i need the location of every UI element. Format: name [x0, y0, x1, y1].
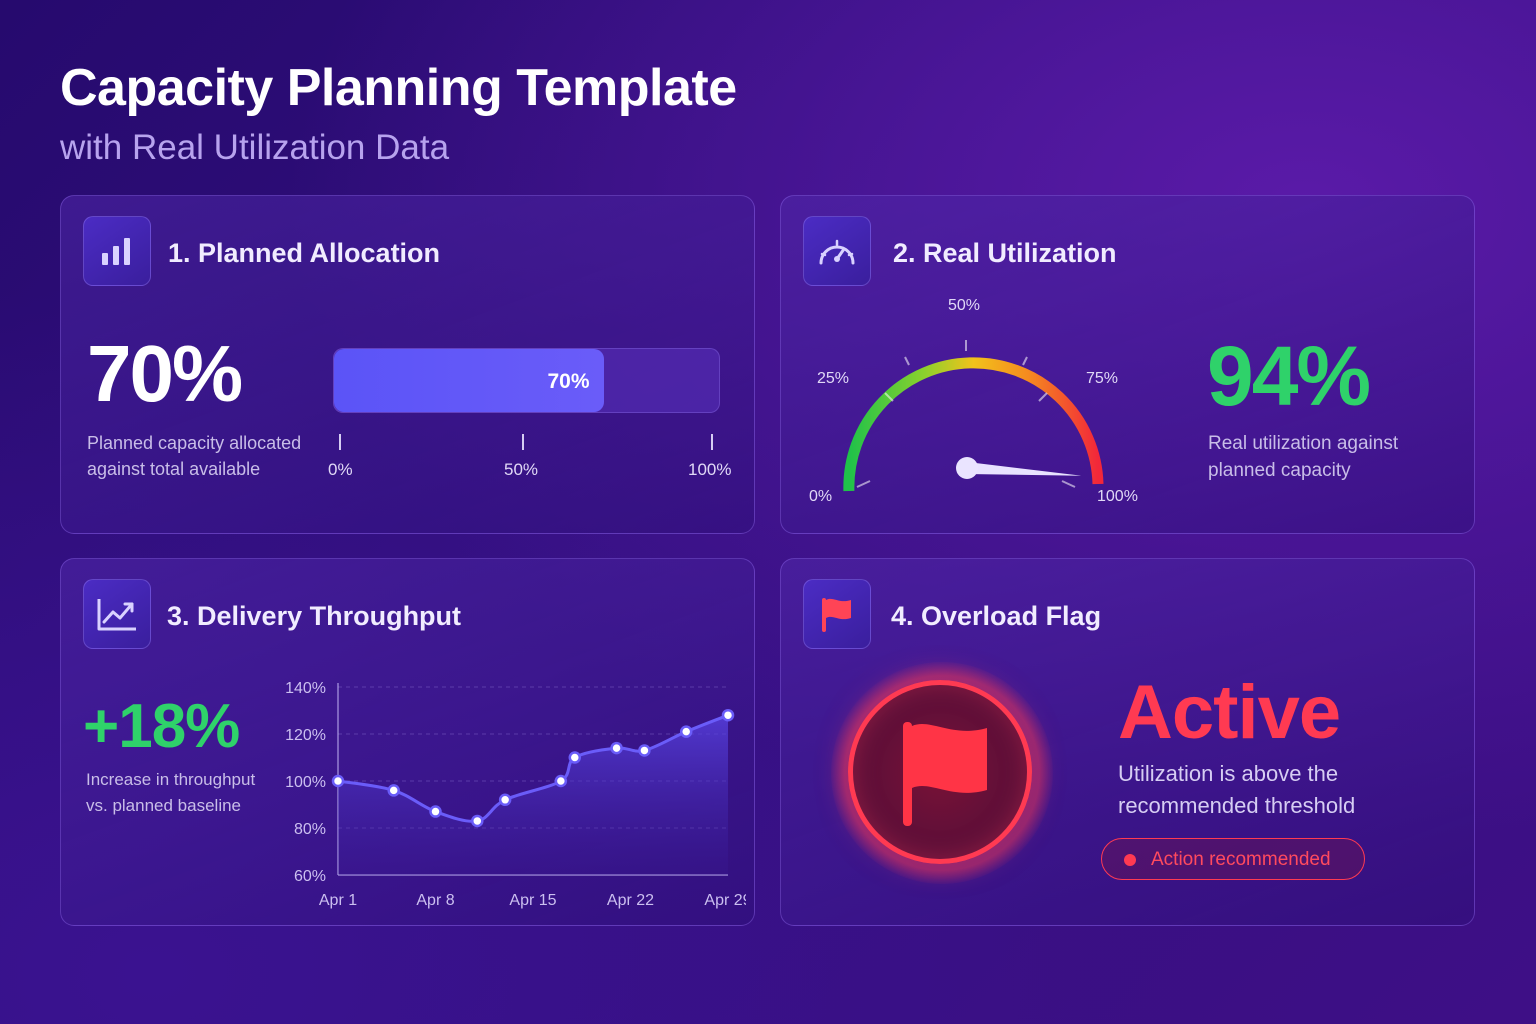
allocation-bar-label: 70% [547, 370, 590, 393]
delivery-throughput-card: 3. Delivery Throughput +18% Increase in … [60, 558, 755, 926]
throughput-value: +18% [83, 692, 240, 761]
series-area [338, 715, 728, 875]
y-tick-label: 80% [294, 821, 326, 838]
gauge-label-50: 50% [948, 297, 981, 314]
scale-label-0: 0% [328, 460, 353, 479]
bar-chart-icon [83, 216, 151, 286]
y-tick-label: 60% [294, 868, 326, 885]
data-point [498, 793, 512, 807]
scale-tick [339, 434, 341, 450]
planned-description-line2: against total available [87, 459, 261, 479]
scale-label-100: 100% [688, 460, 732, 479]
data-point [471, 814, 484, 828]
x-tick-label: Apr 29 [704, 892, 746, 909]
card-title: 4. Overload Flag [891, 601, 1102, 631]
throughput-description-line1: Increase in throughput [86, 770, 256, 789]
gauge-label-100: 100% [1097, 488, 1138, 505]
x-tick-label: Apr 22 [607, 892, 654, 909]
utilization-gauge [843, 340, 1104, 492]
x-tick-label: Apr 1 [319, 892, 357, 909]
overload-flag-card: 4. Overload Flag Active Utilization is a… [780, 558, 1475, 926]
page-title: Capacity Planning Template [60, 59, 737, 117]
allocation-bar-fill: 70% [334, 349, 604, 412]
data-point [610, 741, 623, 755]
data-point [679, 725, 693, 738]
flag-icon [803, 579, 871, 649]
x-tick-label: Apr 15 [509, 892, 556, 909]
utilization-description-line2: planned capacity [1208, 460, 1351, 481]
y-tick-label: 120% [285, 727, 326, 744]
data-point [638, 744, 651, 757]
gauge-label-75: 75% [1086, 370, 1119, 387]
card-title: 2. Real Utilization [893, 238, 1117, 268]
utilization-value: 94% [1207, 329, 1371, 423]
status-dot-icon [1124, 854, 1136, 866]
large-flag-icon [903, 722, 987, 826]
data-point [721, 708, 735, 722]
trend-up-icon [83, 579, 151, 649]
scale-tick [711, 434, 713, 450]
throughput-chart: 140% 120% 100% 80% 60% Apr 1 Apr 8 Apr 15 Apr 22… [285, 680, 746, 909]
allocation-bar-track: 70% [333, 348, 720, 413]
scale-label-50: 50% [504, 460, 539, 479]
planned-value: 70% [87, 329, 243, 418]
real-utilization-card: 2. Real Utilization 0% 25% 50% 75% 100% [780, 195, 1475, 534]
scale-tick [522, 434, 524, 450]
data-point [429, 805, 442, 818]
gauge-label-25: 25% [817, 370, 850, 387]
data-point [568, 751, 582, 764]
speedometer-icon [803, 216, 871, 286]
overload-status: Active [1118, 670, 1341, 755]
data-point [387, 784, 400, 797]
data-point [331, 774, 345, 788]
action-recommended-badge[interactable]: Action recommended [1101, 838, 1365, 880]
overload-description-line2: recommended threshold [1118, 793, 1356, 818]
card-title: 1. Planned Allocation [168, 238, 441, 268]
y-tick-label: 140% [285, 680, 326, 697]
badge-label: Action recommended [1151, 849, 1331, 870]
x-tick-label: Apr 8 [416, 892, 454, 909]
overload-description-line1: Utilization is above the [1118, 761, 1339, 786]
planned-allocation-card: 1. Planned Allocation 70% Planned capaci… [60, 195, 755, 534]
y-tick-label: 100% [285, 774, 326, 791]
gauge-needle [966, 462, 1082, 476]
alert-circle [848, 680, 1032, 864]
card-title: 3. Delivery Throughput [167, 601, 462, 631]
data-point [554, 774, 568, 788]
planned-description-line1: Planned capacity allocated [87, 433, 302, 453]
page-subtitle: with Real Utilization Data [60, 128, 450, 167]
utilization-description-line1: Real utilization against [1208, 433, 1399, 454]
throughput-description-line2: vs. planned baseline [86, 796, 242, 815]
gauge-label-0: 0% [809, 488, 833, 505]
